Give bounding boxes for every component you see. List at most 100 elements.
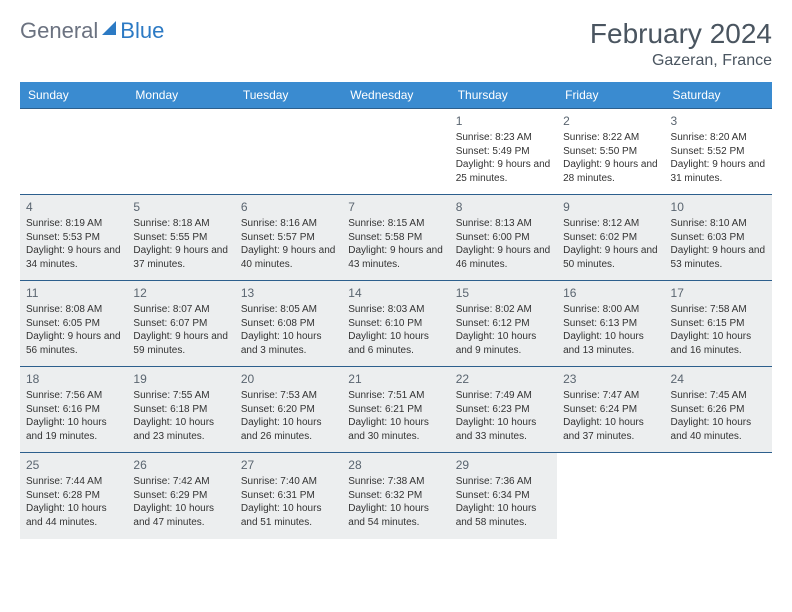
- calendar-row: 4Sunrise: 8:19 AMSunset: 5:53 PMDaylight…: [20, 195, 772, 281]
- calendar-cell: 28Sunrise: 7:38 AMSunset: 6:32 PMDayligh…: [342, 453, 449, 539]
- calendar-row: 25 Sunrise: 7:44 AMSunset: 6:28 PM Dayligh…: [20, 453, 772, 539]
- cell-line: Sunset: 5:55 PM: [133, 231, 228, 245]
- cell-line: Daylight: 9 hours and 34 minutes.: [26, 244, 121, 271]
- calendar-cell: [342, 109, 449, 195]
- cell-line: Daylight: 10 hours and 19 minutes.: [26, 416, 121, 443]
- day-number: 23: [563, 371, 658, 387]
- cell-line: Daylight: 10 hours and 54 minutes.: [348, 502, 443, 529]
- calendar-cell: 8Sunrise: 8:13 AMSunset: 6:00 PMDaylight…: [450, 195, 557, 281]
- day-number: 20: [241, 371, 336, 387]
- day-number: 9: [563, 199, 658, 215]
- cell-line: Sunrise: 7:58 AM: [671, 303, 766, 317]
- calendar-cell: 2Sunrise: 8:22 AMSunset: 5:50 PMDaylight…: [557, 109, 664, 195]
- calendar-table: SundayMondayTuesdayWednesdayThursdayFrid…: [20, 82, 772, 539]
- cell-line: Sunrise: 8:19 AM: [26, 217, 121, 231]
- cell-line: Sunset: 6:12 PM: [456, 317, 551, 331]
- day-header: Thursday: [450, 82, 557, 109]
- title-block: February 2024 Gazeran, France: [590, 18, 772, 70]
- cell-line: Sunset: 6:21 PM: [348, 403, 443, 417]
- day-number: 25: [26, 457, 121, 473]
- calendar-cell: 4Sunrise: 8:19 AMSunset: 5:53 PMDaylight…: [20, 195, 127, 281]
- cell-line: Sunset: 6:34 PM: [456, 489, 551, 503]
- cell-line: Sunrise: 8:18 AM: [133, 217, 228, 231]
- cell-line: Sunset: 6:00 PM: [456, 231, 551, 245]
- cell-line: Sunset: 6:29 PM: [133, 489, 228, 503]
- cell-line: Sunset: 5:50 PM: [563, 145, 658, 159]
- cell-line: Sunrise: 8:02 AM: [456, 303, 551, 317]
- cell-line: Daylight: 9 hours and 37 minutes.: [133, 244, 228, 271]
- cell-line: Sunrise: 8:16 AM: [241, 217, 336, 231]
- day-header: Monday: [127, 82, 234, 109]
- day-number: 19: [133, 371, 228, 387]
- day-number: 1: [456, 113, 551, 129]
- cell-line: Daylight: 9 hours and 40 minutes.: [241, 244, 336, 271]
- calendar-cell: 27Sunrise: 7:40 AMSunset: 6:31 PMDayligh…: [235, 453, 342, 539]
- cell-line: Sunrise: 8:03 AM: [348, 303, 443, 317]
- cell-line: Sunrise: 8:22 AM: [563, 131, 658, 145]
- cell-line: Daylight: 9 hours and 25 minutes.: [456, 158, 551, 185]
- cell-line: Sunrise: 8:10 AM: [671, 217, 766, 231]
- cell-line: Sunset: 6:26 PM: [671, 403, 766, 417]
- day-number: 17: [671, 285, 766, 301]
- cell-line: Sunrise: 7:56 AM: [26, 389, 121, 403]
- calendar-cell: 5 Sunrise: 8:18 AMSunset: 5:55 PMDaylight…: [127, 195, 234, 281]
- cell-line: Sunset: 6:03 PM: [671, 231, 766, 245]
- calendar-cell: 15Sunrise: 8:02 AMSunset: 6:12 PMDayligh…: [450, 281, 557, 367]
- cell-line: Sunrise: 7:47 AM: [563, 389, 658, 403]
- cell-line: Daylight: 10 hours and 33 minutes.: [456, 416, 551, 443]
- day-header: Sunday: [20, 82, 127, 109]
- cell-line: Daylight: 10 hours and 16 minutes.: [671, 330, 766, 357]
- cell-line: Sunset: 6:31 PM: [241, 489, 336, 503]
- cell-line: Sunrise: 7:44 AM: [26, 475, 121, 489]
- cell-line: Daylight: 10 hours and 58 minutes.: [456, 502, 551, 529]
- calendar-cell: 16Sunrise: 8:00 AMSunset: 6:13 PMDayligh…: [557, 281, 664, 367]
- cell-line: Sunrise: 8:08 AM: [26, 303, 121, 317]
- cell-line: Sunset: 6:24 PM: [563, 403, 658, 417]
- header: General Blue February 2024 Gazeran, Fran…: [20, 18, 772, 70]
- calendar-cell: 22Sunrise: 7:49 AMSunset: 6:23 PMDayligh…: [450, 367, 557, 453]
- logo-blue-text: Blue: [104, 18, 164, 44]
- cell-line: Daylight: 9 hours and 50 minutes.: [563, 244, 658, 271]
- cell-line: Sunrise: 7:55 AM: [133, 389, 228, 403]
- cell-line: Sunrise: 7:53 AM: [241, 389, 336, 403]
- cell-line: Daylight: 9 hours and 56 minutes.: [26, 330, 121, 357]
- calendar-cell: 11Sunrise: 8:08 AMSunset: 6:05 PMDayligh…: [20, 281, 127, 367]
- cell-line: Sunset: 6:18 PM: [133, 403, 228, 417]
- cell-line: Sunset: 5:52 PM: [671, 145, 766, 159]
- calendar-cell: 20Sunrise: 7:53 AMSunset: 6:20 PMDayligh…: [235, 367, 342, 453]
- day-header: Tuesday: [235, 82, 342, 109]
- cell-line: Sunset: 6:32 PM: [348, 489, 443, 503]
- day-number: 8: [456, 199, 551, 215]
- cell-line: Daylight: 9 hours and 31 minutes.: [671, 158, 766, 185]
- cell-line: Sunset: 6:13 PM: [563, 317, 658, 331]
- day-number: 7: [348, 199, 443, 215]
- cell-line: Sunrise: 8:05 AM: [241, 303, 336, 317]
- day-header: Saturday: [665, 82, 772, 109]
- cell-line: Daylight: 10 hours and 9 minutes.: [456, 330, 551, 357]
- cell-line: Sunrise: 7:49 AM: [456, 389, 551, 403]
- cell-line: Sunrise: 8:07 AM: [133, 303, 228, 317]
- month-title: February 2024: [590, 18, 772, 50]
- day-header: Friday: [557, 82, 664, 109]
- calendar-cell: 23Sunrise: 7:47 AMSunset: 6:24 PMDayligh…: [557, 367, 664, 453]
- cell-line: Daylight: 10 hours and 47 minutes.: [133, 502, 228, 529]
- day-number: 12: [133, 285, 228, 301]
- day-number: 24: [671, 371, 766, 387]
- cell-line: Sunset: 5:57 PM: [241, 231, 336, 245]
- location-label: Gazeran, France: [590, 52, 772, 70]
- calendar-cell: 9Sunrise: 8:12 AMSunset: 6:02 PMDaylight…: [557, 195, 664, 281]
- day-number: 5: [133, 199, 228, 215]
- cell-line: Daylight: 10 hours and 6 minutes.: [348, 330, 443, 357]
- calendar-cell: [557, 453, 664, 539]
- cell-line: Sunrise: 8:12 AM: [563, 217, 658, 231]
- cell-line: Sunset: 6:16 PM: [26, 403, 121, 417]
- day-number: 29: [456, 457, 551, 473]
- cell-line: Sunrise: 7:51 AM: [348, 389, 443, 403]
- cell-line: Sunrise: 8:23 AM: [456, 131, 551, 145]
- day-number: 21: [348, 371, 443, 387]
- calendar-cell: 14Sunrise: 8:03 AMSunset: 6:10 PMDayligh…: [342, 281, 449, 367]
- calendar-row: 11Sunrise: 8:08 AMSunset: 6:05 PMDayligh…: [20, 281, 772, 367]
- cell-line: Sunset: 6:28 PM: [26, 489, 121, 503]
- calendar-cell: 3Sunrise: 8:20 AMSunset: 5:52 PMDaylight…: [665, 109, 772, 195]
- cell-line: Daylight: 9 hours and 46 minutes.: [456, 244, 551, 271]
